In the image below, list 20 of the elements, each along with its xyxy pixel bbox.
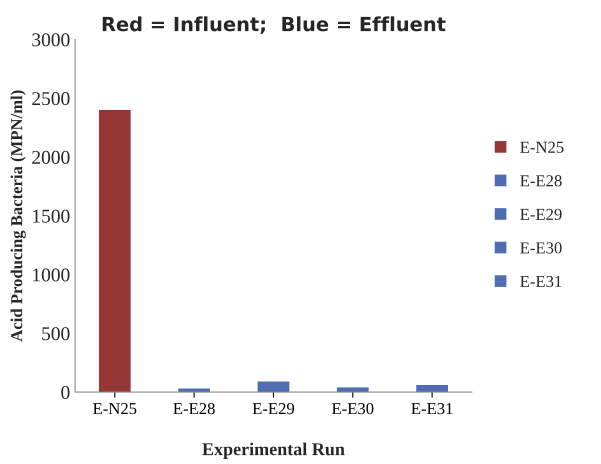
chart-title: Red = Influent; Blue = Effluent [102,16,446,34]
x-tick-label: E-E30 [332,402,374,414]
x-tick-label: E-E29 [252,403,294,414]
y-tick-label: 0 [61,386,70,400]
y-tick-label: 2500 [32,92,70,106]
legend-label: E-E31 [520,276,562,288]
x-tick-label: E-E28 [173,402,215,414]
x-axis-title: Experimental Run [202,442,345,459]
y-tick-label: 1500 [33,210,70,223]
y-tick-label: 500 [42,327,70,340]
legend-label: E-E30 [520,242,562,254]
x-tick-label: E-E31 [411,403,452,414]
y-axis-title: Acid Producing Bacteria (MPN/ml) [10,90,26,342]
legend-label: E-N25 [520,142,564,153]
y-tick-label: 1000 [33,268,70,282]
y-tick-label: 2000 [32,150,70,164]
legend-label: E-E28 [520,175,562,186]
legend-label: E-E29 [520,208,562,220]
y-tick-label: 3000 [32,33,70,46]
x-tick-label: E-N25 [93,403,136,414]
